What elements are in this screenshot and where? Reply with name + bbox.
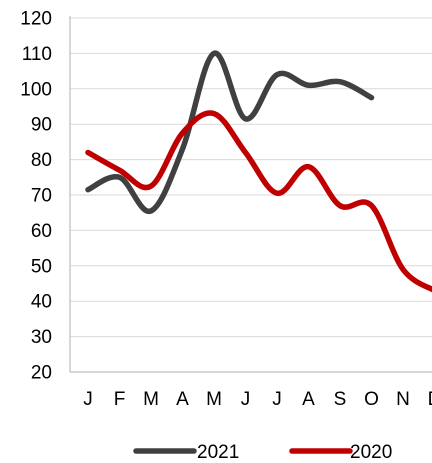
legend-label: 2021 [197, 442, 239, 463]
x-tick-label: S [334, 389, 347, 410]
y-tick-label: 40 [31, 292, 52, 313]
x-tick-label: J [272, 389, 282, 410]
x-tick-label: D [428, 389, 432, 410]
series-line-2021 [85, 50, 375, 214]
legend: 2021 2020 [133, 442, 392, 463]
y-tick-label: 120 [20, 9, 52, 30]
x-tick-label: M [143, 389, 159, 410]
x-tick-label: J [241, 389, 251, 410]
series-lines [85, 50, 432, 293]
x-tick-label: O [364, 389, 379, 410]
x-tick-label: M [206, 389, 222, 410]
y-tick-label: 50 [31, 256, 52, 277]
axes [69, 16, 432, 373]
x-tick-label: N [396, 389, 410, 410]
series-line-2020 [85, 110, 432, 293]
x-tick-label: F [114, 389, 126, 410]
x-tick-label: A [176, 389, 189, 410]
legend-label: 2020 [350, 442, 392, 463]
x-tick-labels: JFMAMJJASOND [83, 389, 432, 410]
y-tick-label: 60 [31, 221, 52, 242]
y-tick-label: 80 [31, 150, 52, 171]
y-tick-label: 30 [31, 327, 52, 348]
y-tick-label: 110 [22, 44, 52, 65]
y-tick-label: 100 [20, 79, 52, 100]
y-tick-label: 20 [31, 363, 52, 384]
y-tick-labels: 20 30 40 50 60 70 80 90 100 110 120 [20, 9, 52, 384]
y-tick-label: 90 [31, 115, 52, 136]
y-tick-label: 70 [31, 186, 52, 207]
x-tick-label: A [302, 389, 315, 410]
x-tick-label: J [83, 389, 93, 410]
